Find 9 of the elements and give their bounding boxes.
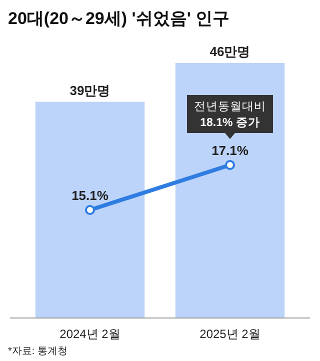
x-tick-label: 2024년 2월 — [60, 327, 120, 341]
data-label: 39만명 — [70, 82, 110, 98]
data-label: 46만명 — [210, 44, 250, 59]
text: *자료: 통계청 — [8, 346, 68, 357]
annotation: 전년동월대비 18.1% 증가 — [194, 101, 266, 129]
data-label: 17.1% — [212, 143, 249, 158]
x-tick-label: 2025년 2월 — [200, 327, 260, 341]
chart-title: 20대(20～29세) '쉬었음' 인구 — [8, 9, 230, 28]
data-label: 15.1% — [72, 188, 109, 203]
